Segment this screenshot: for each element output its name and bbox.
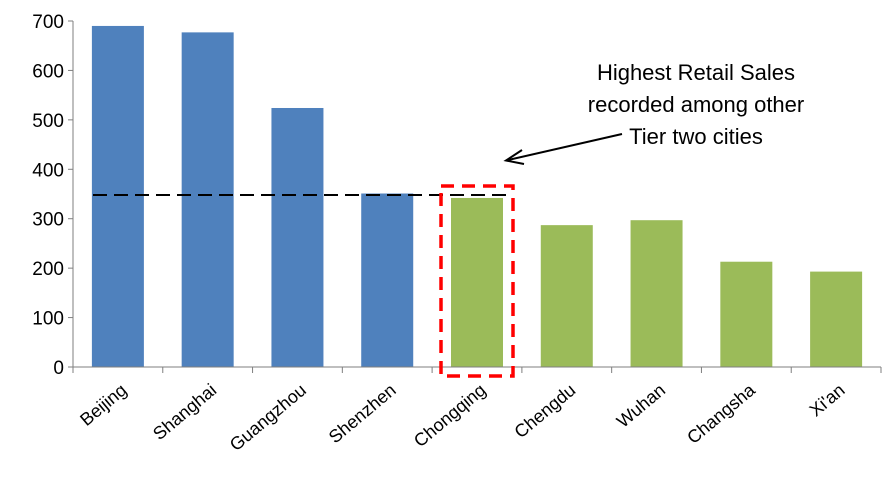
bar-shenzhen <box>361 193 414 367</box>
x-tick-label: Chengdu <box>511 380 580 442</box>
bar-wuhan <box>630 220 683 367</box>
y-tick-label: 0 <box>53 358 64 379</box>
y-tick-label: 700 <box>32 12 64 33</box>
bar-changsha <box>720 261 773 367</box>
x-tick-label: Beijing <box>76 380 130 430</box>
x-axis: Beijing Shanghai Guangzhou Shenzhen Chongqin… <box>72 366 882 455</box>
annotation-arrow <box>507 133 623 161</box>
annotation-line-3: Tier two cities <box>629 124 763 149</box>
highlight-box <box>439 184 515 378</box>
y-tick-label: 200 <box>32 259 64 280</box>
bar-chengdu <box>540 225 593 367</box>
bar-beijing <box>91 25 144 367</box>
y-axis: 0 100 200 300 400 500 600 700 <box>32 12 74 379</box>
y-tick-label: 500 <box>32 111 64 132</box>
annotation-arrowhead <box>503 149 525 165</box>
annotation-line-1: Highest Retail Sales <box>597 60 795 85</box>
x-tick-label: Xi'an <box>806 380 849 421</box>
x-tick-label: Guangzhou <box>226 380 310 455</box>
x-tick-label: Shenzhen <box>325 380 400 447</box>
bar-xi-an <box>810 271 863 367</box>
annotation-line-2: recorded among other <box>588 92 804 117</box>
x-tick-label: Shanghai <box>149 380 220 444</box>
x-tick-label: Chongqing <box>410 380 490 451</box>
bar-shanghai <box>181 32 234 368</box>
y-tick-label: 600 <box>32 61 64 82</box>
x-tick-label: Changsha <box>683 379 759 448</box>
bar-guangzhou <box>271 107 324 367</box>
bar-series <box>91 25 863 368</box>
chart-overlays <box>93 184 515 378</box>
y-tick-label: 100 <box>32 309 64 330</box>
annotation: Highest Retail Sales recorded among othe… <box>503 60 804 165</box>
y-tick-label: 300 <box>32 210 64 231</box>
y-tick-label: 400 <box>32 160 64 181</box>
x-tick-label: Wuhan <box>613 380 669 432</box>
bar-chongqing <box>451 197 503 367</box>
